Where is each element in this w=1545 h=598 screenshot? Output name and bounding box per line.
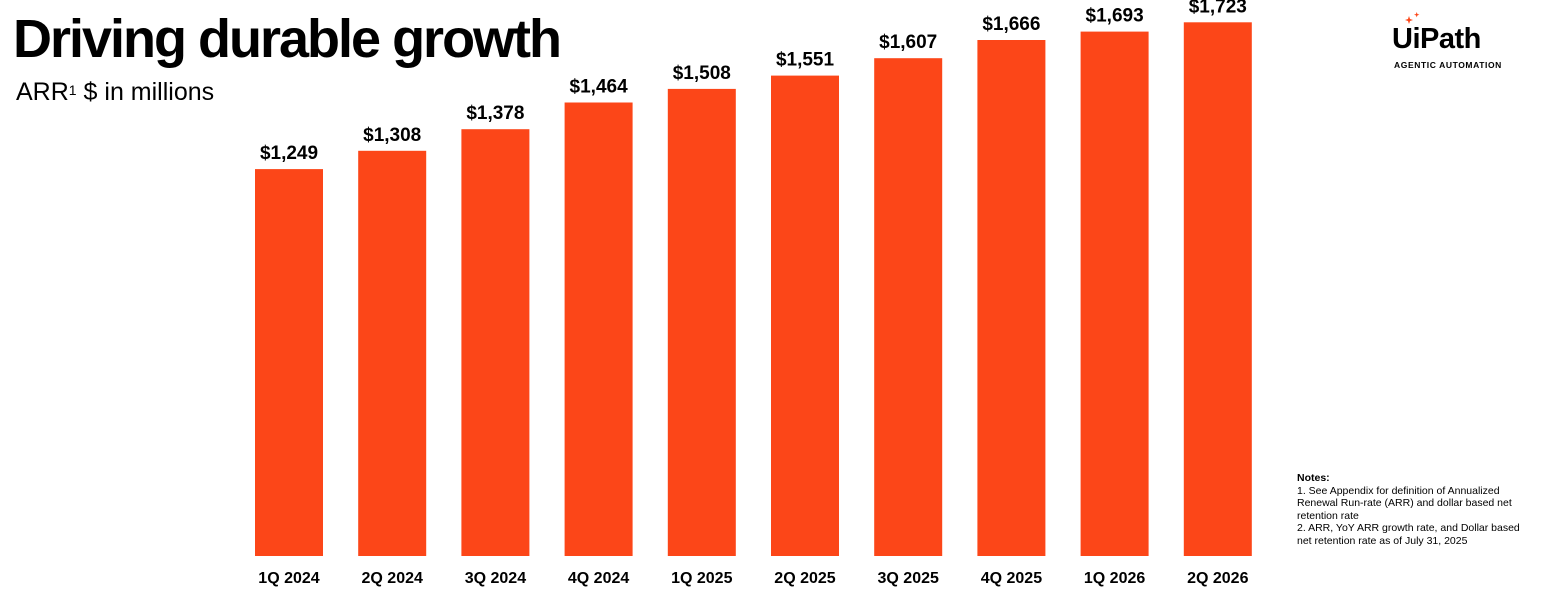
- data-label: $1,308: [363, 125, 421, 146]
- note-item-1: 1. See Appendix for definition of Annual…: [1297, 484, 1512, 522]
- data-label: $1,723: [1189, 0, 1247, 17]
- bar-1q-2024: [255, 169, 323, 556]
- data-label: $1,693: [1086, 6, 1144, 27]
- x-tick-label: 2Q 2025: [774, 570, 835, 587]
- data-label: $1,464: [570, 77, 629, 98]
- bar-2q-2026: [1183, 22, 1252, 557]
- x-tick-label: 2Q 2024: [362, 570, 423, 587]
- data-label: $1,249: [260, 143, 318, 164]
- x-tick-label: 4Q 2024: [568, 570, 629, 587]
- bar-4q-2025: [977, 40, 1046, 556]
- bar-1q-2025: [667, 88, 736, 557]
- bar-2q-2025: [771, 75, 839, 556]
- data-label: $1,378: [466, 103, 524, 124]
- sparkle-icon: [1405, 12, 1420, 24]
- x-tick-label: 3Q 2025: [878, 570, 939, 587]
- data-label: $1,607: [879, 32, 937, 53]
- x-tick-label: 1Q 2024: [258, 570, 319, 587]
- page-title: Driving durable growth: [13, 9, 562, 69]
- uipath-logo: UiPath AGENTIC AUTOMATION: [1392, 12, 1507, 72]
- bar-3q-2024: [461, 129, 530, 556]
- notes-box: Notes: 1. See Appendix for definition of…: [1297, 472, 1537, 547]
- subtitle-arr: ARR: [16, 78, 69, 106]
- data-label: $1,551: [776, 50, 835, 71]
- x-tick-label: 1Q 2026: [1084, 570, 1145, 587]
- x-tick-label: 4Q 2025: [981, 570, 1042, 587]
- subtitle-footnote-ref: 1: [68, 82, 77, 98]
- bar-4q-2024: [564, 102, 633, 556]
- bar-3q-2025: [874, 58, 943, 556]
- data-label: $1,666: [982, 14, 1040, 35]
- chart-subtitle: ARR1 $ in millions: [16, 76, 214, 108]
- x-tick-label: 3Q 2024: [465, 570, 526, 587]
- bar-2q-2024: [358, 150, 427, 557]
- note-item-2: 2. ARR, YoY ARR growth rate, and Dollar …: [1297, 522, 1520, 547]
- x-tick-label: 2Q 2026: [1187, 570, 1248, 587]
- notes-heading: Notes:: [1297, 472, 1330, 484]
- x-tick-label: 1Q 2025: [671, 570, 732, 587]
- data-label: $1,508: [673, 63, 731, 84]
- logo-wordmark: UiPath: [1392, 23, 1481, 55]
- subtitle-units: $ in millions: [76, 78, 215, 106]
- logo-tagline: AGENTIC AUTOMATION: [1394, 60, 1502, 70]
- bar-1q-2026: [1080, 31, 1149, 557]
